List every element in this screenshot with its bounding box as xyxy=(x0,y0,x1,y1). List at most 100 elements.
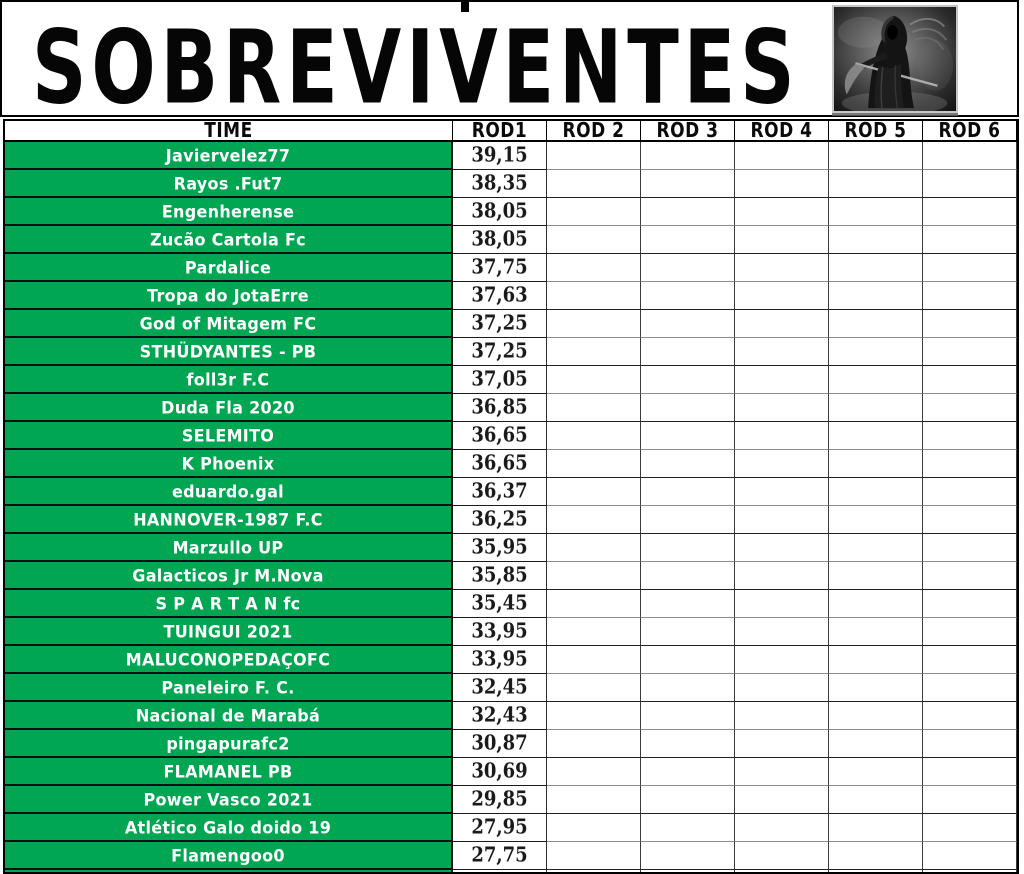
team-cell[interactable]: Rayos .Fut7 xyxy=(5,170,453,198)
empty-round-cell[interactable] xyxy=(735,618,829,646)
rod1-score-cell[interactable]: 36,37 xyxy=(453,478,547,506)
empty-round-cell[interactable] xyxy=(547,702,641,730)
empty-round-cell[interactable] xyxy=(923,310,1017,338)
rod1-score-cell[interactable]: 27,75 xyxy=(453,842,547,870)
empty-round-cell[interactable] xyxy=(829,254,923,282)
rod1-score-cell[interactable]: 36,85 xyxy=(453,394,547,422)
rod1-score-cell[interactable]: 38,05 xyxy=(453,226,547,254)
empty-round-cell[interactable] xyxy=(547,142,641,170)
team-cell[interactable]: HANNOVER-1987 F.C xyxy=(5,506,453,534)
empty-round-cell[interactable] xyxy=(829,730,923,758)
empty-round-cell[interactable] xyxy=(641,198,735,226)
empty-round-cell[interactable] xyxy=(923,226,1017,254)
empty-round-cell[interactable] xyxy=(735,646,829,674)
empty-round-cell[interactable] xyxy=(735,814,829,842)
team-cell[interactable]: God of Mitagem FC xyxy=(5,310,453,338)
empty-round-cell[interactable] xyxy=(829,226,923,254)
empty-round-cell[interactable] xyxy=(829,142,923,170)
empty-round-cell[interactable] xyxy=(547,562,641,590)
empty-round-cell[interactable] xyxy=(547,674,641,702)
empty-round-cell[interactable] xyxy=(829,310,923,338)
rod1-score-cell[interactable]: 33,95 xyxy=(453,618,547,646)
empty-round-cell[interactable] xyxy=(829,562,923,590)
team-cell[interactable]: Marzullo UP xyxy=(5,534,453,562)
empty-round-cell[interactable] xyxy=(547,814,641,842)
empty-round-cell[interactable] xyxy=(547,282,641,310)
round-column-header[interactable]: ROD 5 xyxy=(829,121,923,142)
empty-round-cell[interactable] xyxy=(735,786,829,814)
empty-round-cell[interactable] xyxy=(829,674,923,702)
empty-round-cell[interactable] xyxy=(547,310,641,338)
empty-round-cell[interactable] xyxy=(923,562,1017,590)
empty-round-cell[interactable] xyxy=(923,618,1017,646)
team-cell[interactable]: FLAMANEL PB xyxy=(5,758,453,786)
empty-round-cell[interactable] xyxy=(923,254,1017,282)
rod1-score-cell[interactable]: 37,25 xyxy=(453,338,547,366)
team-cell[interactable]: Zucão Cartola Fc xyxy=(5,226,453,254)
empty-round-cell[interactable] xyxy=(735,758,829,786)
team-cell[interactable]: Flamengoo0 xyxy=(5,842,453,870)
empty-round-cell[interactable] xyxy=(641,730,735,758)
empty-round-cell[interactable] xyxy=(735,506,829,534)
empty-round-cell[interactable] xyxy=(735,198,829,226)
rod1-score-cell[interactable]: 32,43 xyxy=(453,702,547,730)
round-column-header[interactable]: ROD 6 xyxy=(923,121,1017,142)
empty-round-cell[interactable] xyxy=(829,366,923,394)
empty-round-cell[interactable] xyxy=(735,338,829,366)
empty-round-cell[interactable] xyxy=(735,422,829,450)
empty-round-cell[interactable] xyxy=(735,590,829,618)
empty-round-cell[interactable] xyxy=(641,142,735,170)
team-cell[interactable]: S P A R T A N fc xyxy=(5,590,453,618)
empty-round-cell[interactable] xyxy=(547,226,641,254)
empty-round-cell[interactable] xyxy=(923,590,1017,618)
rod1-score-cell[interactable]: 36,65 xyxy=(453,422,547,450)
rod1-score-cell[interactable]: 32,45 xyxy=(453,674,547,702)
empty-round-cell[interactable] xyxy=(923,730,1017,758)
empty-round-cell[interactable] xyxy=(547,786,641,814)
empty-round-cell[interactable] xyxy=(735,450,829,478)
team-cell[interactable]: Atlético Galo doido 19 xyxy=(5,814,453,842)
team-cell[interactable]: Tropa do JotaErre xyxy=(5,282,453,310)
empty-round-cell[interactable] xyxy=(829,534,923,562)
rod1-score-cell[interactable]: 36,65 xyxy=(453,450,547,478)
empty-round-cell[interactable] xyxy=(547,254,641,282)
rod1-score-cell[interactable]: 38,05 xyxy=(453,198,547,226)
rod1-score-cell[interactable]: 37,05 xyxy=(453,366,547,394)
empty-round-cell[interactable] xyxy=(923,674,1017,702)
empty-round-cell[interactable] xyxy=(641,282,735,310)
empty-round-cell[interactable] xyxy=(923,646,1017,674)
empty-round-cell[interactable] xyxy=(735,534,829,562)
rod1-score-cell[interactable]: 29,85 xyxy=(453,786,547,814)
empty-round-cell[interactable] xyxy=(547,422,641,450)
empty-round-cell[interactable] xyxy=(547,842,641,870)
empty-round-cell[interactable] xyxy=(641,562,735,590)
empty-round-cell[interactable] xyxy=(923,506,1017,534)
empty-round-cell[interactable] xyxy=(923,422,1017,450)
empty-round-cell[interactable] xyxy=(735,254,829,282)
empty-round-cell[interactable] xyxy=(923,814,1017,842)
rod1-score-cell[interactable]: 37,25 xyxy=(453,310,547,338)
empty-round-cell[interactable] xyxy=(923,478,1017,506)
time-column-header[interactable]: TIME xyxy=(5,121,453,142)
empty-round-cell[interactable] xyxy=(641,842,735,870)
empty-round-cell[interactable] xyxy=(829,478,923,506)
empty-round-cell[interactable] xyxy=(735,226,829,254)
empty-round-cell[interactable] xyxy=(829,282,923,310)
team-cell[interactable]: SELEMITO xyxy=(5,422,453,450)
empty-round-cell[interactable] xyxy=(735,282,829,310)
empty-round-cell[interactable] xyxy=(735,366,829,394)
empty-round-cell[interactable] xyxy=(923,338,1017,366)
empty-round-cell[interactable] xyxy=(641,226,735,254)
empty-round-cell[interactable] xyxy=(735,310,829,338)
empty-round-cell[interactable] xyxy=(829,394,923,422)
empty-round-cell[interactable] xyxy=(641,394,735,422)
empty-round-cell[interactable] xyxy=(735,842,829,870)
rod1-score-cell[interactable]: 33,95 xyxy=(453,646,547,674)
empty-round-cell[interactable] xyxy=(829,618,923,646)
team-cell[interactable]: Paneleiro F. C. xyxy=(5,674,453,702)
empty-round-cell[interactable] xyxy=(923,366,1017,394)
team-cell[interactable]: eduardo.gal xyxy=(5,478,453,506)
empty-round-cell[interactable] xyxy=(641,254,735,282)
team-cell[interactable]: K Phoenix xyxy=(5,450,453,478)
empty-round-cell[interactable] xyxy=(547,646,641,674)
